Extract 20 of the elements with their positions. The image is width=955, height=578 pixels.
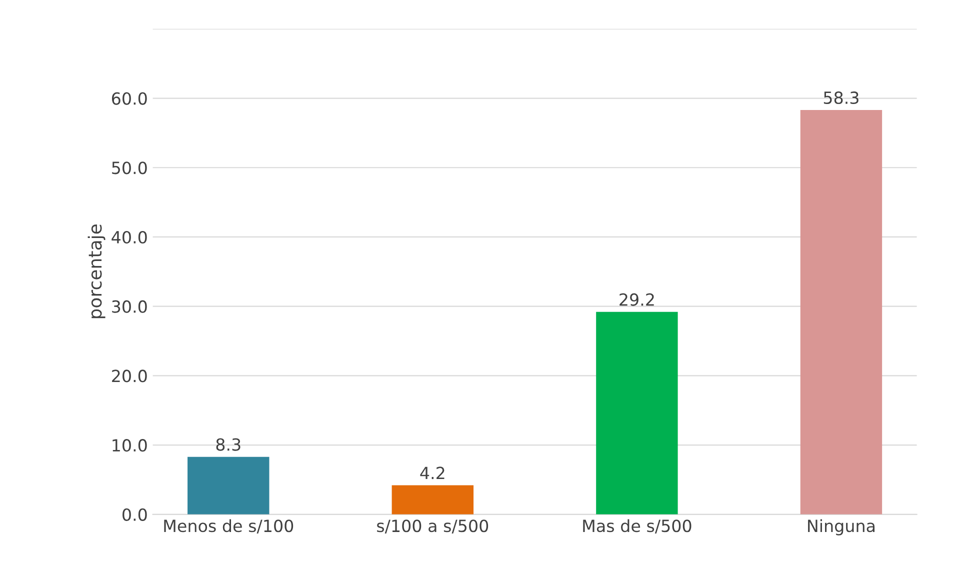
y-tick-label: 10.0: [112, 439, 147, 452]
data-label: 8.3: [216, 438, 240, 451]
data-label: 4.2: [420, 466, 444, 480]
x-tick-label: Mas de s/500: [583, 519, 692, 534]
bar: [188, 456, 270, 514]
x-tick-label: Ninguna: [808, 519, 874, 536]
data-label: 58.3: [824, 91, 858, 104]
y-tick-label: 20.0: [112, 370, 147, 382]
x-tick-label: Menos de s/100: [164, 519, 294, 534]
x-tick-label: s/100 a s/500: [377, 520, 488, 534]
bar: [392, 485, 474, 514]
y-axis-title: porcentaje: [88, 224, 106, 318]
y-tick-label: 50.0: [112, 162, 147, 174]
data-label: 29.2: [620, 293, 654, 306]
y-tick-label: 30.0: [112, 300, 147, 313]
y-tick-label: 0.0: [122, 508, 147, 521]
bar: [800, 110, 882, 514]
y-tick-label: 40.0: [112, 230, 147, 244]
bar: [596, 312, 678, 514]
y-tick-label: 60.0: [112, 92, 147, 105]
